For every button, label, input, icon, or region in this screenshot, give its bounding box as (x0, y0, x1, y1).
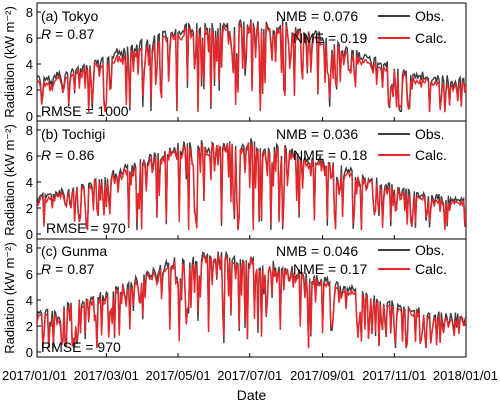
y-tick-label: 2 (26, 319, 33, 334)
y-tick-label: 4 (26, 175, 33, 190)
x-ticks (36, 117, 467, 121)
x-axis-title: Date (237, 387, 267, 403)
y-axis-title-2: Radiation (kW m⁻²) (2, 242, 17, 354)
y-tick-label: 6 (26, 31, 33, 46)
nme-stat: NME = 0.17 (293, 261, 368, 277)
legend: Obs. Calc. (378, 242, 447, 277)
x-tick-label: 2017/09/01 (290, 368, 355, 383)
y-tick-label: 4 (26, 57, 33, 72)
panel-0: 0 2 4 6 8 (a) Tokyo R = 0.87 RMSE = 1000 NMB … (26, 2, 467, 124)
x-ticks (36, 235, 467, 239)
x-tick-label: 2017/11/01 (362, 368, 426, 383)
panel-label: (c) Gunma (41, 243, 107, 259)
legend: Obs. Calc. (378, 126, 447, 163)
calc-series-line (37, 142, 466, 231)
panel-label: (b) Tochigi (41, 126, 105, 142)
y-axis-title-0: Radiation (kW m⁻²) (2, 6, 17, 118)
panel-2: 0 2 4 6 8 (c) Gunma R = 0.87 RMSE = 970 NMB =… (26, 238, 467, 360)
rmse-stat: RMSE = 970 (41, 339, 121, 355)
y-tick-label: 0 (26, 227, 33, 242)
r-stat: R = 0.87 (41, 261, 95, 277)
y-axis: 0 2 4 6 8 (26, 123, 41, 242)
nme-stat: NME = 0.19 (293, 30, 368, 46)
y-tick-label: 8 (26, 241, 33, 256)
y-tick-label: 6 (26, 149, 33, 164)
y-tick-label: 8 (26, 5, 33, 20)
legend-obs-label: Obs. (415, 126, 445, 142)
legend-calc-label: Calc. (415, 261, 447, 277)
nme-stat: NME = 0.18 (293, 147, 368, 163)
y-axis: 0 2 4 6 8 (26, 241, 41, 360)
y-tick-label: 6 (26, 267, 33, 282)
x-tick-label: 2017/03/01 (74, 368, 139, 383)
r-stat: R = 0.86 (41, 147, 95, 163)
y-tick-label: 4 (26, 293, 33, 308)
x-tick-label: 2017/05/01 (146, 368, 211, 383)
panel-label: (a) Tokyo (41, 8, 99, 24)
panel-1: 0 2 4 6 8 (b) Tochigi R = 0.86 RMSE = 970 NMB… (26, 120, 467, 242)
legend-calc-label: Calc. (415, 147, 447, 163)
rmse-stat: RMSE = 1000 (41, 103, 129, 119)
calc-series-line (37, 21, 466, 113)
legend: Obs. Calc. (378, 8, 447, 46)
legend-obs-label: Obs. (415, 8, 445, 24)
x-ticks (36, 353, 467, 357)
legend-calc-label: Calc. (415, 30, 447, 46)
y-axis: 0 2 4 6 8 (26, 5, 41, 124)
y-tick-label: 0 (26, 345, 33, 360)
nmb-stat: NMB = 0.076 (276, 8, 358, 24)
x-tick-label: 2018/01/01 (433, 368, 498, 383)
y-axis-title-1: Radiation (kW m⁻²) (2, 124, 17, 236)
y-tick-label: 0 (26, 109, 33, 124)
nmb-stat: NMB = 0.046 (276, 243, 358, 259)
x-tick-label: 2017/01/01 (2, 368, 67, 383)
y-tick-label: 2 (26, 201, 33, 216)
calc-series-line (37, 253, 466, 349)
r-stat: R = 0.87 (41, 26, 95, 42)
legend-obs-label: Obs. (415, 242, 445, 258)
rmse-stat: RMSE = 970 (46, 220, 126, 236)
nmb-stat: NMB = 0.036 (276, 126, 358, 142)
x-tick-label: 2017/07/01 (217, 368, 282, 383)
y-tick-label: 2 (26, 83, 33, 98)
x-tick-labels: 2017/01/01 2017/03/01 2017/05/01 2017/07/01… (2, 368, 498, 383)
y-tick-label: 8 (26, 123, 33, 138)
